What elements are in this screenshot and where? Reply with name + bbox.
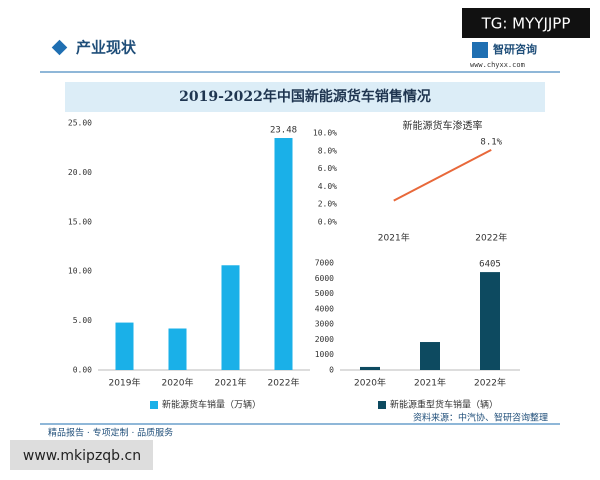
y-tick-label: 2000 xyxy=(315,335,334,344)
bar xyxy=(274,138,293,370)
y-tick-label: 3000 xyxy=(315,320,334,329)
x-tick-label: 2020年 xyxy=(162,377,194,389)
logo-icon xyxy=(472,42,488,58)
y-tick-label: 10.0% xyxy=(313,129,337,138)
y-tick-label: 1000 xyxy=(315,350,334,359)
legend-label: 新能源重型货车销量（辆） xyxy=(390,399,498,411)
line xyxy=(393,149,492,202)
section-title: 产业现状 xyxy=(76,39,137,57)
diamond-icon xyxy=(51,39,68,56)
x-tick-label: 2022年 xyxy=(475,232,507,244)
x-tick-label: 2021年 xyxy=(378,232,410,244)
bar xyxy=(360,366,380,370)
y-tick-label: 10.00 xyxy=(68,267,92,276)
source: 资料来源：中汽协、智研咨询整理 xyxy=(413,412,548,424)
x-tick-label: 2020年 xyxy=(354,377,386,389)
site: www.chyxx.com xyxy=(470,61,525,69)
y-tick-label: 2.0% xyxy=(318,200,337,209)
value-label: 8.1% xyxy=(480,137,502,147)
banner xyxy=(65,82,545,112)
tag: TG: MYYJJPP xyxy=(481,15,571,33)
legend-label: 新能源货车销量（万辆） xyxy=(162,399,261,411)
tag-box xyxy=(462,8,590,38)
y-tick-label: 5000 xyxy=(315,289,334,298)
y-tick-label: 20.00 xyxy=(68,168,92,177)
y-tick-label: 7000 xyxy=(315,259,334,268)
x-tick-label: 2021年 xyxy=(215,377,247,389)
bar xyxy=(168,328,187,370)
y-tick-label: 5.00 xyxy=(73,316,92,325)
y-tick-label: 6.0% xyxy=(318,164,337,173)
chart-title: 新能源货车渗透率 xyxy=(403,119,483,132)
x-tick-label: 2022年 xyxy=(268,377,300,389)
y-tick-label: 8.0% xyxy=(318,146,337,155)
bar xyxy=(221,265,240,370)
legend-swatch xyxy=(378,401,386,409)
y-tick-label: 0 xyxy=(329,366,334,375)
y-tick-label: 4.0% xyxy=(318,182,337,191)
x-tick-label: 2019年 xyxy=(109,377,141,389)
bar xyxy=(115,322,134,370)
watermark-box xyxy=(10,440,153,470)
y-tick-label: 4000 xyxy=(315,304,334,313)
brand: 智研咨询 xyxy=(493,42,537,56)
x-tick-label: 2022年 xyxy=(474,377,506,389)
x-tick-label: 2021年 xyxy=(414,377,446,389)
y-tick-label: 25.00 xyxy=(68,119,92,128)
value-label: 6405 xyxy=(479,260,501,270)
watermark: www.mkipzqb.cn xyxy=(23,448,141,464)
y-tick-label: 6000 xyxy=(315,274,334,283)
slogan: 精品报告 · 专项定制 · 品质服务 xyxy=(48,427,173,439)
banner-title: 2019-2022年中国新能源货车销售情况 xyxy=(179,88,431,105)
legend-swatch xyxy=(150,401,158,409)
bar xyxy=(480,272,500,370)
y-tick-label: 0.00 xyxy=(73,366,92,375)
y-tick-label: 0.0% xyxy=(318,218,337,227)
bar xyxy=(420,342,440,370)
value-label: 23.48 xyxy=(270,126,297,136)
y-tick-label: 15.00 xyxy=(68,217,92,226)
